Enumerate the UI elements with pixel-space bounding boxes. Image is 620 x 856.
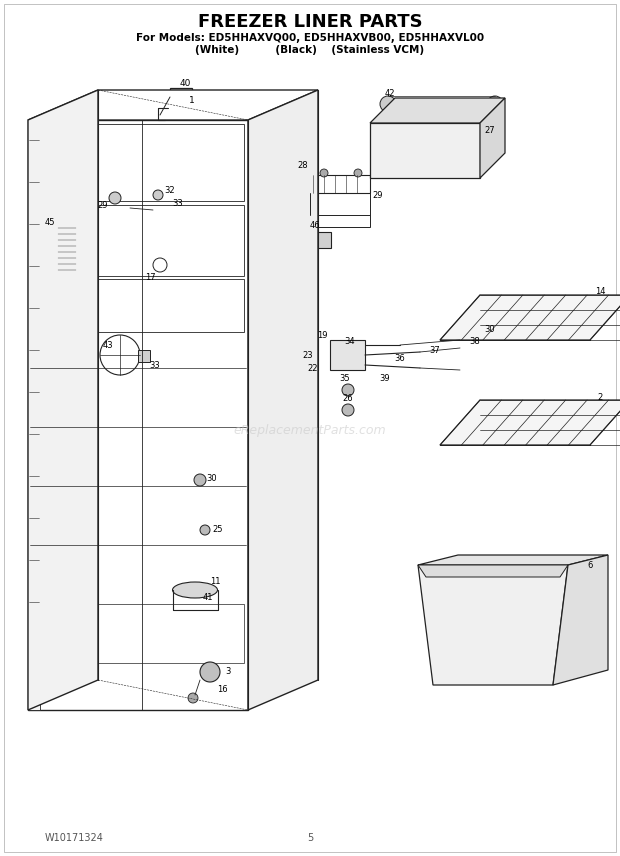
Circle shape	[188, 693, 198, 703]
Circle shape	[320, 169, 328, 177]
Circle shape	[380, 96, 396, 112]
Bar	[32, 603, 244, 663]
Text: FREEZER LINER PARTS: FREEZER LINER PARTS	[198, 13, 422, 31]
Text: 40: 40	[179, 79, 191, 87]
Text: For Models: ED5HHAXVQ00, ED5HHAXVB00, ED5HHAXVL00: For Models: ED5HHAXVQ00, ED5HHAXVB00, ED…	[136, 33, 484, 43]
Text: 23: 23	[303, 350, 313, 360]
Text: 6: 6	[587, 561, 593, 569]
Text: 30: 30	[206, 473, 218, 483]
Text: 42: 42	[385, 88, 396, 98]
Text: 11: 11	[210, 578, 220, 586]
Bar	[315, 232, 331, 248]
Polygon shape	[553, 555, 608, 685]
Polygon shape	[440, 295, 620, 340]
Text: 2: 2	[598, 393, 603, 401]
Text: 3: 3	[225, 668, 231, 676]
Polygon shape	[28, 90, 98, 710]
Bar	[58, 225, 76, 285]
Text: 26: 26	[343, 394, 353, 402]
Text: 29: 29	[373, 191, 383, 199]
Bar	[28, 120, 40, 710]
Text: 32: 32	[165, 186, 175, 194]
Text: 19: 19	[317, 330, 327, 340]
Text: 16: 16	[216, 686, 228, 694]
Text: 36: 36	[394, 354, 405, 362]
Bar	[138, 350, 150, 362]
Bar	[32, 205, 244, 276]
Polygon shape	[440, 400, 620, 445]
Text: 27: 27	[485, 126, 495, 134]
Polygon shape	[480, 98, 505, 178]
Text: (White)          (Black)    (Stainless VCM): (White) (Black) (Stainless VCM)	[195, 45, 425, 55]
Text: 39: 39	[379, 373, 391, 383]
Polygon shape	[418, 565, 568, 685]
Circle shape	[487, 96, 503, 112]
Text: 22: 22	[308, 364, 318, 372]
Text: 5: 5	[307, 833, 313, 843]
Text: 33: 33	[149, 360, 161, 370]
Polygon shape	[248, 90, 318, 710]
Text: 25: 25	[213, 526, 223, 534]
Polygon shape	[28, 90, 318, 120]
Bar	[330, 340, 365, 370]
Circle shape	[109, 192, 121, 204]
Bar	[32, 279, 244, 332]
Bar	[310, 215, 370, 227]
Text: 29: 29	[98, 200, 108, 210]
Text: 28: 28	[298, 161, 308, 169]
Text: 43: 43	[103, 341, 113, 349]
Circle shape	[194, 474, 206, 486]
Circle shape	[200, 525, 210, 535]
Bar	[170, 88, 192, 106]
Text: 45: 45	[45, 217, 55, 227]
Circle shape	[342, 404, 354, 416]
Ellipse shape	[172, 582, 218, 598]
Bar	[310, 175, 370, 193]
Polygon shape	[370, 98, 505, 123]
Circle shape	[200, 662, 220, 682]
Circle shape	[354, 169, 362, 177]
Text: 30: 30	[485, 325, 495, 335]
Text: 38: 38	[469, 337, 481, 347]
Text: 34: 34	[345, 337, 355, 347]
Polygon shape	[418, 555, 608, 565]
Text: 41: 41	[203, 593, 213, 603]
Text: 35: 35	[340, 373, 350, 383]
Text: eReplacementParts.com: eReplacementParts.com	[234, 424, 386, 437]
Text: 46: 46	[309, 221, 321, 229]
Text: 1: 1	[189, 96, 195, 104]
Circle shape	[342, 384, 354, 396]
Text: 14: 14	[595, 288, 605, 296]
Text: W10171324: W10171324	[45, 833, 104, 843]
Circle shape	[153, 190, 163, 200]
Bar	[32, 124, 244, 200]
Text: 17: 17	[144, 274, 156, 282]
Text: 37: 37	[430, 346, 440, 354]
Bar	[28, 120, 248, 710]
Text: 33: 33	[172, 199, 184, 207]
Polygon shape	[370, 123, 480, 178]
Polygon shape	[418, 565, 568, 577]
